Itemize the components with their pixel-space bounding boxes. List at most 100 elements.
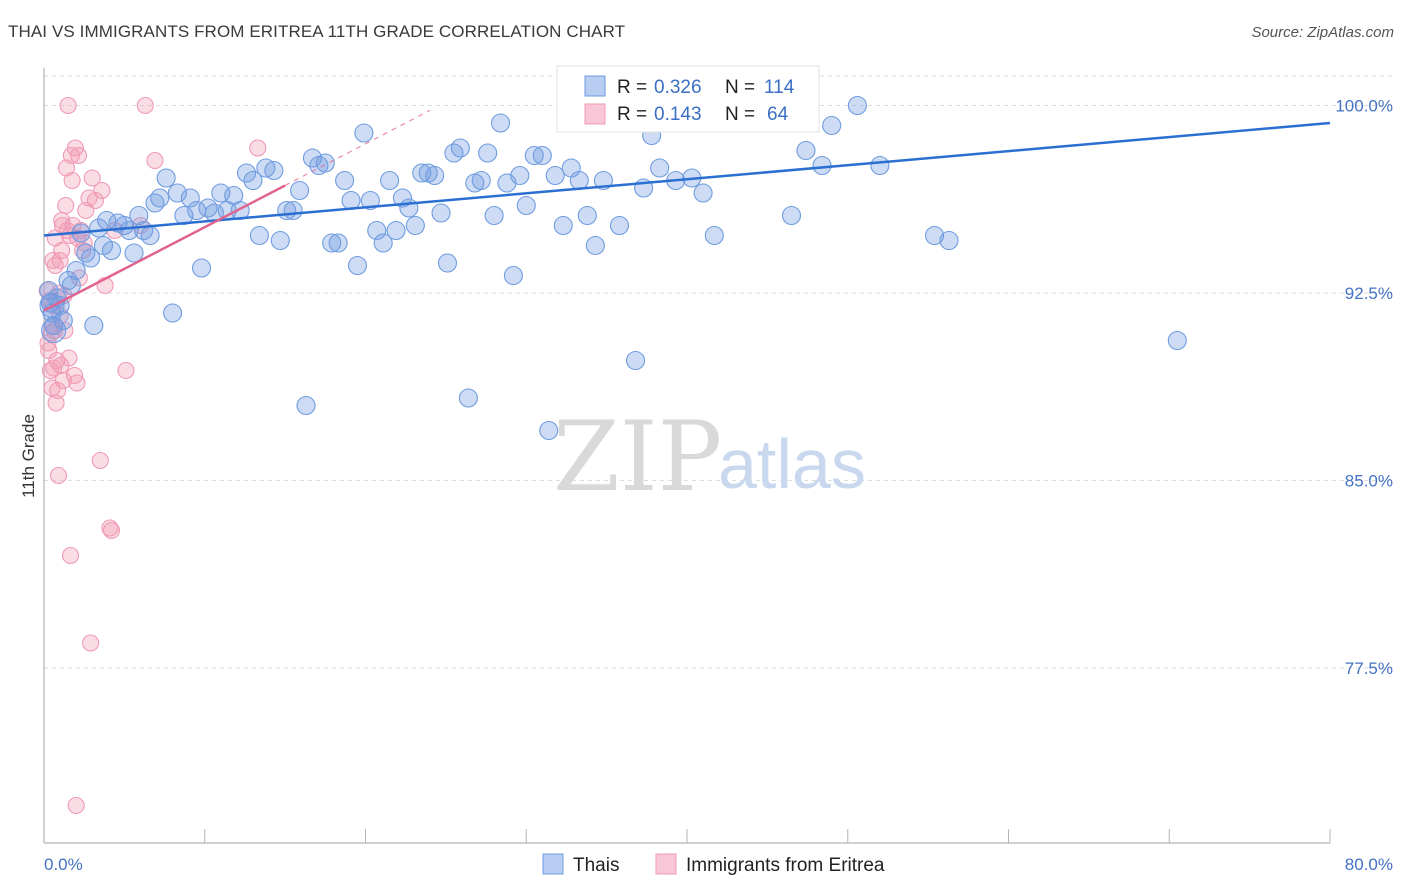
- data-point: [117, 361, 135, 380]
- data-point: [49, 466, 68, 485]
- data-point: [243, 170, 263, 191]
- legend-n-label-eritrea: N =: [725, 104, 755, 125]
- data-point: [478, 143, 498, 163]
- data-point: [264, 160, 284, 181]
- data-point: [626, 350, 646, 371]
- data-point: [47, 394, 65, 412]
- data-point: [553, 215, 573, 236]
- data-point: [167, 183, 187, 203]
- data-point: [236, 163, 257, 183]
- data-point: [60, 349, 78, 367]
- data-point: [68, 374, 86, 392]
- data-point: [609, 215, 630, 236]
- x-tick-label-min: 0.0%: [44, 855, 83, 874]
- data-point: [444, 143, 464, 163]
- data-point: [249, 225, 269, 246]
- legend-n-label-thais: N =: [725, 77, 755, 98]
- data-point: [458, 388, 478, 408]
- data-point: [101, 519, 119, 537]
- trend-line-thais: [43, 121, 1331, 237]
- data-point: [54, 371, 72, 390]
- data-point: [136, 96, 154, 115]
- data-point: [191, 258, 212, 278]
- data-point: [302, 148, 323, 168]
- data-point: [53, 211, 71, 230]
- data-point: [41, 317, 67, 344]
- watermark-atlas: atlas: [718, 425, 866, 503]
- bottom-legend-swatch-eritrea: [655, 853, 677, 875]
- data-point: [44, 315, 64, 336]
- data-point: [61, 275, 81, 296]
- data-point: [812, 155, 832, 176]
- y-tick-label: 85.0%: [1345, 472, 1393, 491]
- data-point: [86, 191, 104, 210]
- data-point: [101, 240, 122, 261]
- legend-n-value-eritrea: 64: [767, 104, 789, 125]
- data-point: [870, 155, 890, 176]
- data-point: [437, 253, 458, 273]
- data-point: [450, 138, 470, 158]
- data-point: [925, 225, 945, 246]
- data-point: [59, 96, 77, 115]
- data-point: [939, 230, 959, 251]
- data-point: [102, 521, 121, 540]
- data-point: [156, 168, 176, 188]
- data-point: [532, 145, 552, 166]
- bottom-legend-swatch-thais: [542, 853, 564, 875]
- legend-r-value-thais: 0.326: [654, 77, 702, 98]
- data-point: [83, 169, 101, 187]
- legend-n-value-thais: 114: [764, 77, 795, 98]
- bottom-legend: Thais Immigrants from Eritrea: [542, 853, 885, 876]
- series-thais-points: [39, 95, 1187, 441]
- data-point: [822, 115, 842, 136]
- data-point: [45, 359, 63, 377]
- legend-r-value-eritrea: 0.143: [654, 104, 702, 125]
- data-point: [490, 113, 511, 133]
- data-point: [290, 180, 310, 201]
- data-point: [41, 361, 59, 380]
- data-point: [360, 190, 380, 211]
- data-point: [399, 198, 419, 218]
- data-point: [781, 205, 802, 226]
- data-point: [341, 190, 361, 211]
- watermark-zip: ZIP: [553, 401, 722, 513]
- data-point: [386, 220, 406, 241]
- x-axis-ticks: [43, 829, 1331, 843]
- data-point: [146, 151, 164, 170]
- data-point: [380, 170, 400, 191]
- trend-line-eritrea: [43, 184, 286, 312]
- y-tick-label: 92.5%: [1345, 284, 1393, 303]
- y-tick-labels: 77.5% 85.0% 92.5% 100.0%: [1335, 97, 1393, 679]
- data-point: [1167, 330, 1187, 351]
- data-point: [524, 145, 544, 166]
- data-point: [847, 95, 867, 116]
- data-point: [82, 634, 100, 652]
- data-point: [577, 205, 597, 226]
- series-eritrea-points: [38, 96, 267, 815]
- data-point: [53, 241, 71, 260]
- data-point: [373, 233, 393, 253]
- data-point: [70, 146, 88, 165]
- stats-legend: R = 0.326 N = 114 R = 0.143 N = 64: [556, 65, 820, 133]
- data-point: [704, 225, 724, 246]
- data-point: [91, 451, 109, 470]
- data-point: [335, 170, 355, 191]
- data-point: [510, 165, 530, 186]
- y-tick-label: 77.5%: [1345, 659, 1393, 678]
- trend-line-eritrea-extension: [284, 109, 431, 187]
- legend-swatch-eritrea: [584, 103, 606, 125]
- data-point: [516, 195, 536, 216]
- data-point: [347, 255, 368, 276]
- data-point: [484, 205, 504, 226]
- bottom-legend-label-thais: Thais: [573, 855, 619, 876]
- data-point: [367, 220, 387, 241]
- data-point: [585, 235, 605, 256]
- data-point: [49, 381, 67, 400]
- data-point: [198, 198, 218, 218]
- data-point: [93, 181, 111, 200]
- data-point: [431, 203, 451, 223]
- data-point: [66, 260, 86, 281]
- data-point: [315, 153, 335, 173]
- data-point: [119, 220, 139, 241]
